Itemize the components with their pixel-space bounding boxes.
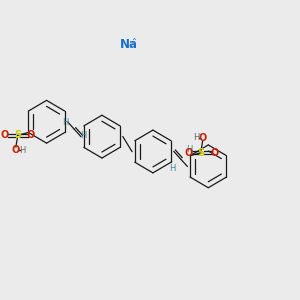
Text: H: H bbox=[19, 146, 26, 155]
Text: H: H bbox=[62, 118, 68, 127]
Text: O: O bbox=[1, 130, 9, 140]
Text: O: O bbox=[185, 148, 193, 158]
Text: H: H bbox=[80, 131, 86, 140]
Text: H: H bbox=[186, 145, 192, 154]
Text: S: S bbox=[14, 130, 21, 140]
Text: Na: Na bbox=[119, 38, 137, 51]
Text: O: O bbox=[199, 134, 207, 143]
Text: ˆ: ˆ bbox=[131, 39, 136, 49]
Text: O: O bbox=[12, 145, 20, 155]
Text: S: S bbox=[198, 148, 205, 158]
Text: O: O bbox=[26, 130, 34, 140]
Text: O: O bbox=[210, 148, 218, 158]
Text: H: H bbox=[193, 133, 200, 142]
Text: H: H bbox=[169, 164, 175, 172]
